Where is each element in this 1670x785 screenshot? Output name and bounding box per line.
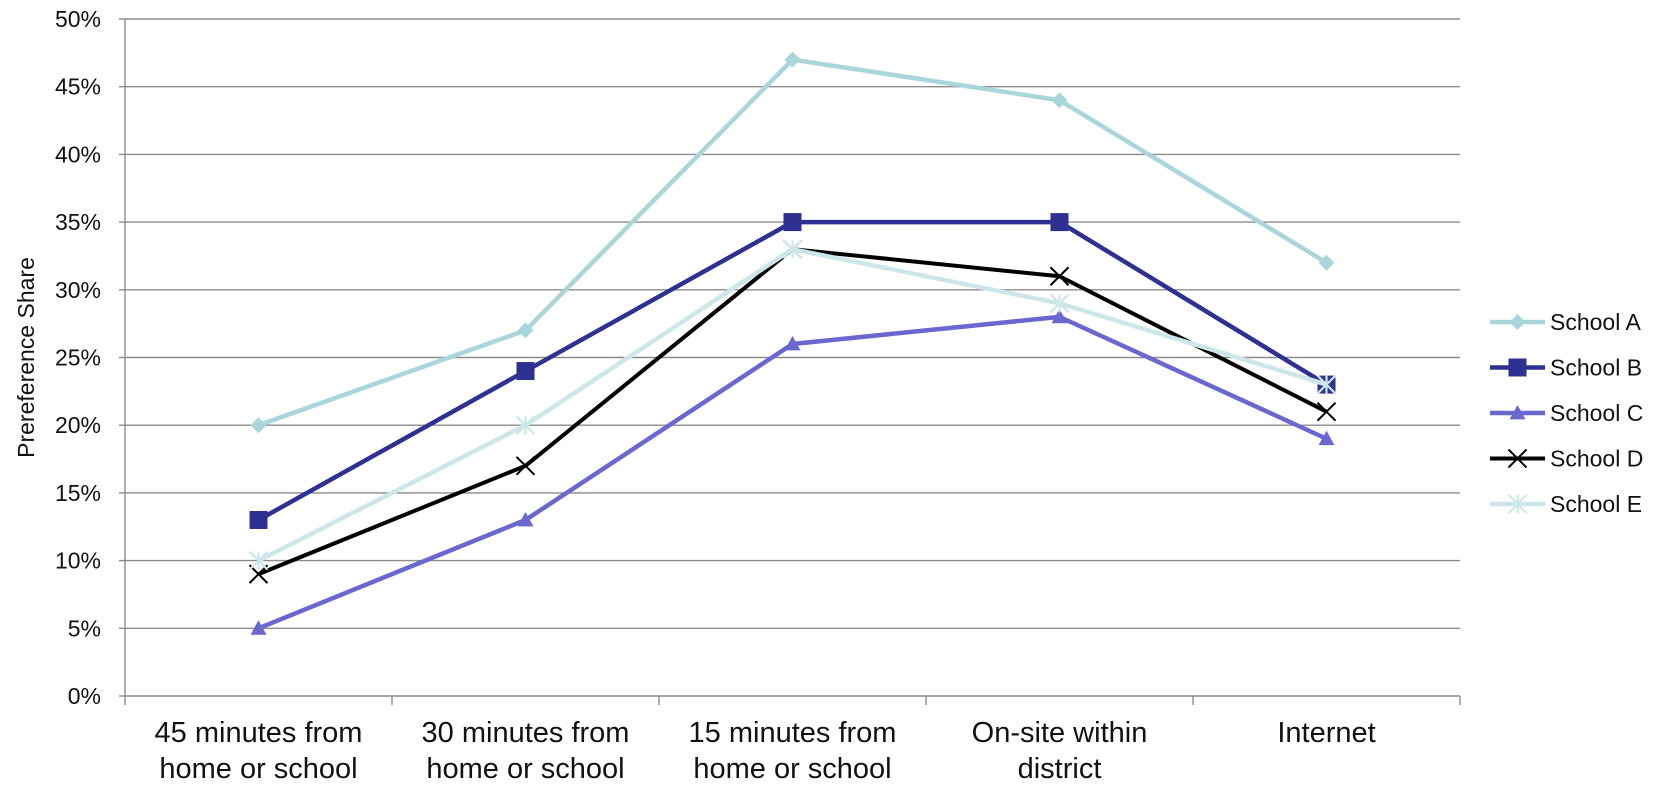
series-line	[257, 219, 1328, 522]
series-lines	[248, 51, 1337, 635]
marker-square	[1508, 358, 1527, 377]
marker-triangle	[250, 620, 267, 635]
x-tick-label: 15 minutes from home or school	[689, 717, 897, 785]
marker-square	[1050, 213, 1069, 232]
data-point	[1051, 92, 1068, 109]
marker-star	[248, 550, 269, 571]
series-school-c	[250, 308, 1335, 635]
data-point	[1318, 430, 1335, 446]
y-tick-label: 45%	[55, 74, 101, 100]
data-point	[1051, 308, 1068, 324]
data-point	[250, 417, 267, 434]
data-point	[782, 239, 803, 259]
marker-triangle	[1051, 308, 1068, 324]
data-point	[517, 322, 534, 339]
y-tick-label: 25%	[55, 345, 101, 371]
marker-triangle	[1318, 430, 1335, 446]
legend-item: School E	[1490, 491, 1642, 517]
data-point	[784, 335, 801, 351]
marker-triangle	[784, 335, 801, 351]
marker-star	[782, 239, 803, 259]
x-tick-label: On-site within district	[972, 717, 1148, 785]
marker-triangle	[1509, 405, 1526, 420]
marker-diamond	[517, 322, 534, 339]
legend-label: School B	[1550, 355, 1642, 381]
data-point	[784, 51, 801, 68]
series-line	[257, 246, 1328, 563]
y-tick-label: 30%	[55, 277, 101, 303]
data-point	[515, 415, 536, 435]
legend-item: School C	[1490, 400, 1643, 426]
legend-label: School A	[1550, 309, 1641, 335]
y-tick-label: 35%	[55, 209, 101, 235]
data-point	[517, 511, 534, 527]
marker-x	[515, 456, 536, 476]
y-tick-label: 0%	[68, 683, 101, 709]
legend-label: School E	[1550, 491, 1642, 517]
gridlines	[125, 18, 1460, 697]
y-tick-label: 5%	[68, 615, 101, 641]
marker-x	[1507, 448, 1528, 469]
marker-square	[249, 510, 268, 529]
data-point	[1050, 213, 1069, 232]
legend-item: School D	[1490, 446, 1643, 472]
y-tick-label: 50%	[55, 6, 101, 32]
data-point	[249, 510, 268, 529]
data-point	[1049, 266, 1070, 286]
data-point	[1316, 401, 1337, 422]
legend-label: School D	[1550, 446, 1643, 472]
x-tick-label: 30 minutes from home or school	[422, 717, 630, 785]
marker-square	[783, 213, 802, 232]
marker-star	[1316, 374, 1337, 395]
series-line	[257, 247, 1328, 576]
data-point	[1316, 374, 1337, 395]
series-school-a	[250, 51, 1335, 434]
y-tick-label: 10%	[55, 548, 101, 574]
marker-star	[1049, 293, 1070, 314]
marker-star	[515, 415, 536, 435]
legend-item: School A	[1490, 309, 1641, 335]
series-line	[257, 314, 1328, 631]
data-point	[1049, 293, 1070, 314]
marker-diamond	[1051, 92, 1068, 109]
marker-diamond	[1318, 254, 1335, 271]
data-point	[248, 550, 269, 571]
legend-item: School B	[1490, 355, 1642, 381]
data-point	[783, 213, 802, 232]
axes: 0% 5% 10% 15% 20% 25% 30% 35% 40% 45% 50% 45 minute…	[13, 6, 1461, 785]
y-tick-label: 15%	[55, 480, 101, 506]
y-tick-label: 20%	[55, 412, 101, 438]
marker-diamond	[1509, 314, 1526, 330]
y-tick-label: 40%	[55, 141, 101, 167]
marker-x	[1316, 401, 1337, 422]
marker-diamond	[250, 417, 267, 434]
marker-diamond	[784, 51, 801, 68]
x-tick-label: Internet	[1277, 717, 1375, 749]
marker-x	[1049, 266, 1070, 286]
data-point	[516, 362, 535, 381]
marker-square	[516, 362, 535, 381]
legend-label: School C	[1550, 400, 1643, 426]
marker-star	[1507, 494, 1528, 514]
data-point	[515, 456, 536, 476]
legend: School A School B School C School D School E	[1490, 309, 1643, 517]
data-point	[1318, 254, 1335, 271]
y-axis-title: Prereference Share	[13, 257, 39, 458]
x-tick-label: 45 minutes from home or school	[155, 717, 363, 785]
marker-triangle	[517, 511, 534, 527]
series-school-e	[248, 239, 1337, 571]
data-point	[250, 620, 267, 635]
